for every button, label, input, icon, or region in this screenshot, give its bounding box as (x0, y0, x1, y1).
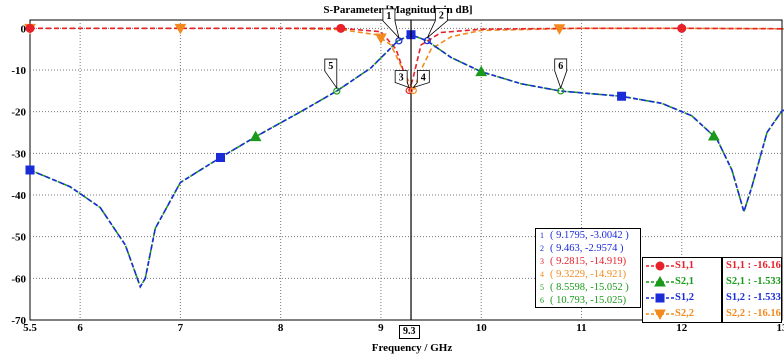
legend-swatch (646, 275, 674, 287)
series-marker-S22 (375, 33, 387, 45)
x-tick-label: 12 (676, 322, 688, 334)
marker-row-id: 6 (540, 296, 544, 305)
marker-row-value: ( 9.3229, -14.921) (550, 269, 627, 280)
x-axis-label: Frequency / GHz (372, 342, 453, 354)
marker-row-id: 4 (540, 270, 544, 279)
series-line-S21 (29, 33, 784, 289)
marker-flag-label: 3 (399, 72, 404, 83)
x-tick-label: 7 (178, 322, 184, 334)
marker-row: 1 ( 9.1795, -3.0042 ) (536, 229, 640, 242)
legend-marker (654, 309, 666, 320)
marker-row-value: ( 9.1795, -3.0042 ) (550, 230, 629, 241)
marker-flag-5 (324, 58, 338, 90)
series-marker-S11 (25, 23, 35, 33)
marker-row: 6 ( 10.793, -15.025) (536, 294, 640, 307)
marker-flags: 1 2 3 4 5 6 (324, 8, 568, 95)
x-tick-label: 6 (77, 322, 83, 334)
marker-flag-4 (412, 70, 430, 89)
marker-row-value: ( 9.2815, -14.919) (550, 256, 627, 267)
marker-row: 5 ( 8.5598, -15.052 ) (536, 281, 640, 294)
marker-flag-label: 4 (421, 73, 426, 84)
series-marker-S12 (25, 165, 35, 175)
marker-flag-label: 1 (386, 11, 391, 22)
y-tick-label: -40 (11, 190, 26, 202)
y-tick-label: -30 (11, 148, 26, 160)
marker-row-value: ( 8.5598, -15.052 ) (550, 282, 629, 293)
legend-entry: S2,1 (643, 274, 721, 290)
series-marker-S12 (617, 91, 627, 101)
marker-flag-label: 2 (439, 11, 444, 22)
marker-row-value: ( 9.463, -2.9574 ) (550, 243, 624, 254)
legend-label: S1,1 (675, 260, 694, 271)
y-tick-label: -60 (11, 273, 26, 285)
series-marker-S11 (336, 23, 346, 33)
y-tick-label: 0 (21, 23, 27, 35)
cursor-values-box: S1,1 : -16.166585 S2,1 : -1.5333362 S1,2 :… (722, 257, 782, 323)
legend-label: S1,2 (675, 292, 694, 303)
marker-row-id: 5 (540, 283, 544, 292)
marker-flag-3 (394, 70, 410, 89)
y-tick-label: -20 (11, 107, 26, 119)
series-marker-S12 (216, 153, 226, 162)
legend-entry: S1,1 (643, 258, 721, 274)
legend-label: S2,1 (675, 276, 694, 287)
legend-swatch (646, 293, 674, 303)
marker-row-id: 2 (540, 244, 544, 253)
x-tick-label: 9 (378, 322, 384, 334)
marker-row-id: 3 (540, 257, 544, 266)
series-marker-S21 (249, 130, 262, 142)
legend-entry: S1,2 (643, 290, 721, 306)
legend-marker (655, 261, 665, 271)
legend-marker (654, 275, 666, 287)
series-lines (29, 27, 784, 289)
marker-flag-2 (426, 8, 448, 38)
legend: S1,1 S2,1 S1,2 S2,2 (642, 257, 722, 323)
cursor-value: S1,2 : -1.5333375 (726, 292, 781, 303)
y-tick-label: -50 (11, 232, 26, 244)
x-tick-label: 10 (476, 322, 488, 334)
marker-flag-6 (554, 58, 568, 90)
series-line-S11 (30, 27, 784, 94)
series-marker-S21 (475, 65, 488, 77)
marker-row: 4 ( 9.3229, -14.921) (536, 268, 640, 281)
x-tick-label: 8 (278, 322, 284, 334)
legend-swatch (646, 309, 674, 320)
x-tick-label: 13 (777, 322, 784, 334)
marker-row: 3 ( 9.2815, -14.919) (536, 255, 640, 268)
marker-flag-label: 5 (328, 61, 333, 72)
chart-title: S-Parameter [Magnitude in dB] (323, 4, 472, 16)
cursor-x-label[interactable]: 9.3 (399, 325, 420, 339)
y-tick-label: -10 (11, 65, 26, 77)
legend-marker (655, 293, 665, 303)
marker-coordinates-box: 1( 9.1795, -3.0042 ) 2( 9.463, -2.9574 ) 3… (535, 228, 641, 308)
y-tick-label: -70 (11, 315, 26, 327)
cursor-value: S2,2 : -16.16651 (726, 308, 781, 319)
x-tick-label: 11 (576, 322, 586, 334)
cursor-value: S1,1 : -16.166585 (726, 260, 781, 271)
marker-flag-label: 6 (558, 61, 563, 72)
marker-row-value: ( 10.793, -15.025) (550, 295, 627, 306)
legend-entry: S2,2 (643, 306, 721, 322)
marker-row-id: 1 (540, 231, 544, 240)
series-marker-S21 (707, 129, 720, 141)
x-tick-label: 5.5 (23, 322, 37, 334)
legend-swatch (646, 261, 674, 271)
series-marker-S22 (174, 23, 187, 35)
series-marker-S22 (553, 24, 566, 35)
axis-ticks: 5.56789101112130-10-20-30-40-50-60-70 (11, 23, 784, 334)
cursor-value: S2,1 : -1.5333362 (726, 276, 781, 287)
series-marker-S11 (677, 23, 687, 33)
marker-row: 2 ( 9.463, -2.9574 ) (536, 242, 640, 255)
legend-label: S2,2 (675, 308, 694, 319)
marker-flag-1 (382, 8, 400, 40)
